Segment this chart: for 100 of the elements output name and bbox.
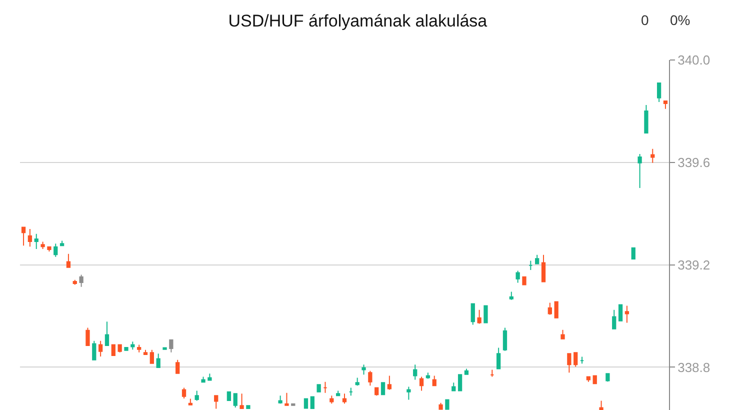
- candlestick: [452, 382, 456, 392]
- candlestick: [606, 373, 610, 382]
- candlestick: [445, 399, 450, 410]
- candlestick: [323, 381, 328, 394]
- text: 0: [641, 12, 649, 28]
- candlestick: [612, 309, 616, 330]
- candlestick: [342, 393, 347, 404]
- candlestick: [484, 305, 488, 324]
- candlestick: [432, 375, 436, 386]
- candlestick: [362, 364, 366, 376]
- candlestick: [169, 339, 174, 353]
- candlestick: [182, 387, 186, 399]
- candlestick: [47, 246, 52, 252]
- candlestick: [458, 374, 462, 392]
- candlestick: [496, 347, 501, 370]
- candlestick: [150, 349, 154, 364]
- candlestick: [567, 353, 572, 374]
- candlestick: [194, 390, 199, 402]
- candlestick: [291, 403, 296, 406]
- candlestick: [656, 82, 662, 102]
- candlestick: [86, 327, 90, 346]
- candlestick: [336, 390, 340, 396]
- candlestick: [118, 344, 122, 353]
- candlestick: [246, 405, 250, 409]
- candlestick: [592, 375, 597, 384]
- candlestick: [214, 395, 218, 410]
- candlestick: [304, 398, 308, 409]
- candlestick: [631, 247, 636, 260]
- candlestick: [348, 387, 353, 396]
- candlestick: [522, 276, 526, 286]
- candlestick: [54, 243, 58, 258]
- candlestick: [490, 369, 494, 378]
- candlestick: [278, 395, 282, 404]
- candlestick: [426, 372, 430, 380]
- candlestick: [40, 241, 45, 250]
- y-tick-label: 338.8: [678, 360, 710, 375]
- text: 0%: [670, 12, 690, 28]
- chart-title: USD/HUF árfolyamának alakulása: [228, 11, 488, 30]
- candlestick: [66, 253, 71, 268]
- candlestick: [34, 233, 38, 250]
- candlestick: [21, 226, 26, 246]
- candlestick: [624, 305, 630, 324]
- candlestick: [419, 376, 424, 392]
- candlestick: [233, 393, 238, 408]
- candlestick: [98, 340, 103, 357]
- candlestick: [406, 386, 411, 400]
- candlestick: [60, 240, 64, 246]
- candlestick: [162, 347, 167, 350]
- candlestick: [644, 104, 648, 134]
- candlestick: [516, 270, 520, 284]
- y-tick-label: 339.6: [678, 154, 710, 170]
- candlestick: [124, 347, 128, 351]
- candlestick: [502, 327, 508, 352]
- candlestick: [368, 370, 372, 386]
- candlestick: [413, 364, 418, 380]
- y-tick-label: 340.0: [678, 52, 710, 68]
- candlestick: [541, 254, 546, 282]
- candlestick: [380, 382, 386, 396]
- candlestick: [104, 321, 110, 346]
- candlestick: [580, 356, 584, 364]
- candlestick: [574, 352, 578, 368]
- candlestick: [586, 376, 591, 382]
- candlestick: [330, 395, 334, 404]
- candlestick: [143, 349, 148, 355]
- candlestick: [226, 391, 232, 402]
- candlestick: [554, 301, 558, 318]
- candlestick: [156, 353, 160, 368]
- candlestick: [92, 340, 96, 360]
- candlestick: [130, 341, 135, 350]
- candlestick: [355, 377, 360, 386]
- candlestick: [79, 274, 84, 288]
- candlestick: [528, 260, 533, 270]
- candlestick: [137, 344, 142, 353]
- candlestick: [535, 254, 540, 264]
- candlestick: [111, 344, 116, 356]
- candlestick: [663, 100, 668, 110]
- candlestick: [188, 398, 193, 406]
- candlestick: [477, 309, 482, 324]
- candlestick: [208, 373, 212, 381]
- candlestick: [470, 303, 475, 326]
- candlestick: [548, 302, 552, 316]
- candlestick: [284, 392, 289, 406]
- candlestick: [560, 329, 565, 340]
- candlestick: [316, 384, 321, 392]
- y-tick-label: 339.2: [678, 257, 710, 272]
- candlestick: [201, 376, 206, 383]
- candlestick: [28, 228, 32, 248]
- candlestick: [650, 148, 655, 164]
- candlestick: [599, 400, 604, 410]
- candlestick: [374, 387, 379, 396]
- candlestick: [310, 396, 314, 409]
- candlestick: [618, 304, 623, 322]
- candlestick: [240, 393, 244, 409]
- candlestick: [72, 279, 77, 286]
- candlestick: [387, 375, 392, 390]
- candlestick: [438, 402, 443, 410]
- candlestick: [464, 368, 469, 375]
- candlestick: [638, 153, 642, 189]
- candlestick: [176, 359, 180, 374]
- candlestick: [509, 291, 514, 300]
